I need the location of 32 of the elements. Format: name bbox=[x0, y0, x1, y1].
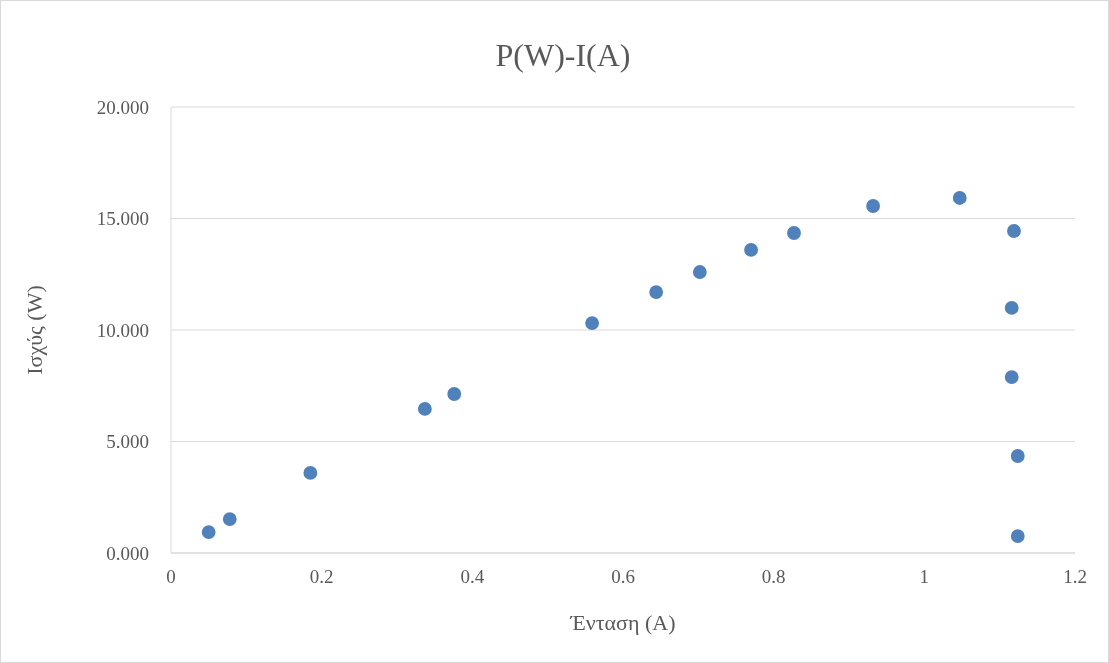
chart-title: P(W)-I(A) bbox=[495, 37, 631, 73]
point bbox=[649, 285, 664, 299]
x-tick-label: 0.8 bbox=[761, 566, 786, 587]
y-tick-label: 0.000 bbox=[106, 542, 149, 564]
x-tick-label: 0.4 bbox=[460, 566, 485, 587]
x-tick-label: 0 bbox=[166, 566, 176, 587]
y-tick-label: 15.000 bbox=[96, 208, 149, 230]
point bbox=[222, 512, 237, 526]
point bbox=[1010, 449, 1025, 463]
x-tick-label: 0.2 bbox=[309, 566, 334, 587]
point bbox=[1004, 301, 1019, 315]
point bbox=[744, 243, 758, 257]
y-tick-label: 20.000 bbox=[96, 96, 149, 118]
y-tick-label: 5.000 bbox=[106, 431, 149, 453]
point bbox=[1010, 529, 1025, 543]
point bbox=[1004, 370, 1019, 384]
point bbox=[201, 525, 216, 539]
y-tick-label: 10.000 bbox=[96, 319, 149, 341]
x-tick-label: 1 bbox=[919, 566, 930, 587]
x-tick-label: 0.6 bbox=[611, 566, 635, 587]
point bbox=[692, 265, 707, 279]
point bbox=[866, 199, 881, 213]
point bbox=[1007, 224, 1021, 238]
point bbox=[952, 191, 967, 205]
y-axis-title: Ισχύς (W) bbox=[22, 285, 47, 375]
point bbox=[447, 387, 462, 401]
point bbox=[585, 316, 600, 330]
point bbox=[787, 226, 801, 240]
x-tick-label: 1.2 bbox=[1063, 566, 1087, 587]
point bbox=[417, 402, 432, 416]
point bbox=[303, 466, 318, 480]
x-axis-title: Ένταση (A) bbox=[569, 610, 676, 635]
